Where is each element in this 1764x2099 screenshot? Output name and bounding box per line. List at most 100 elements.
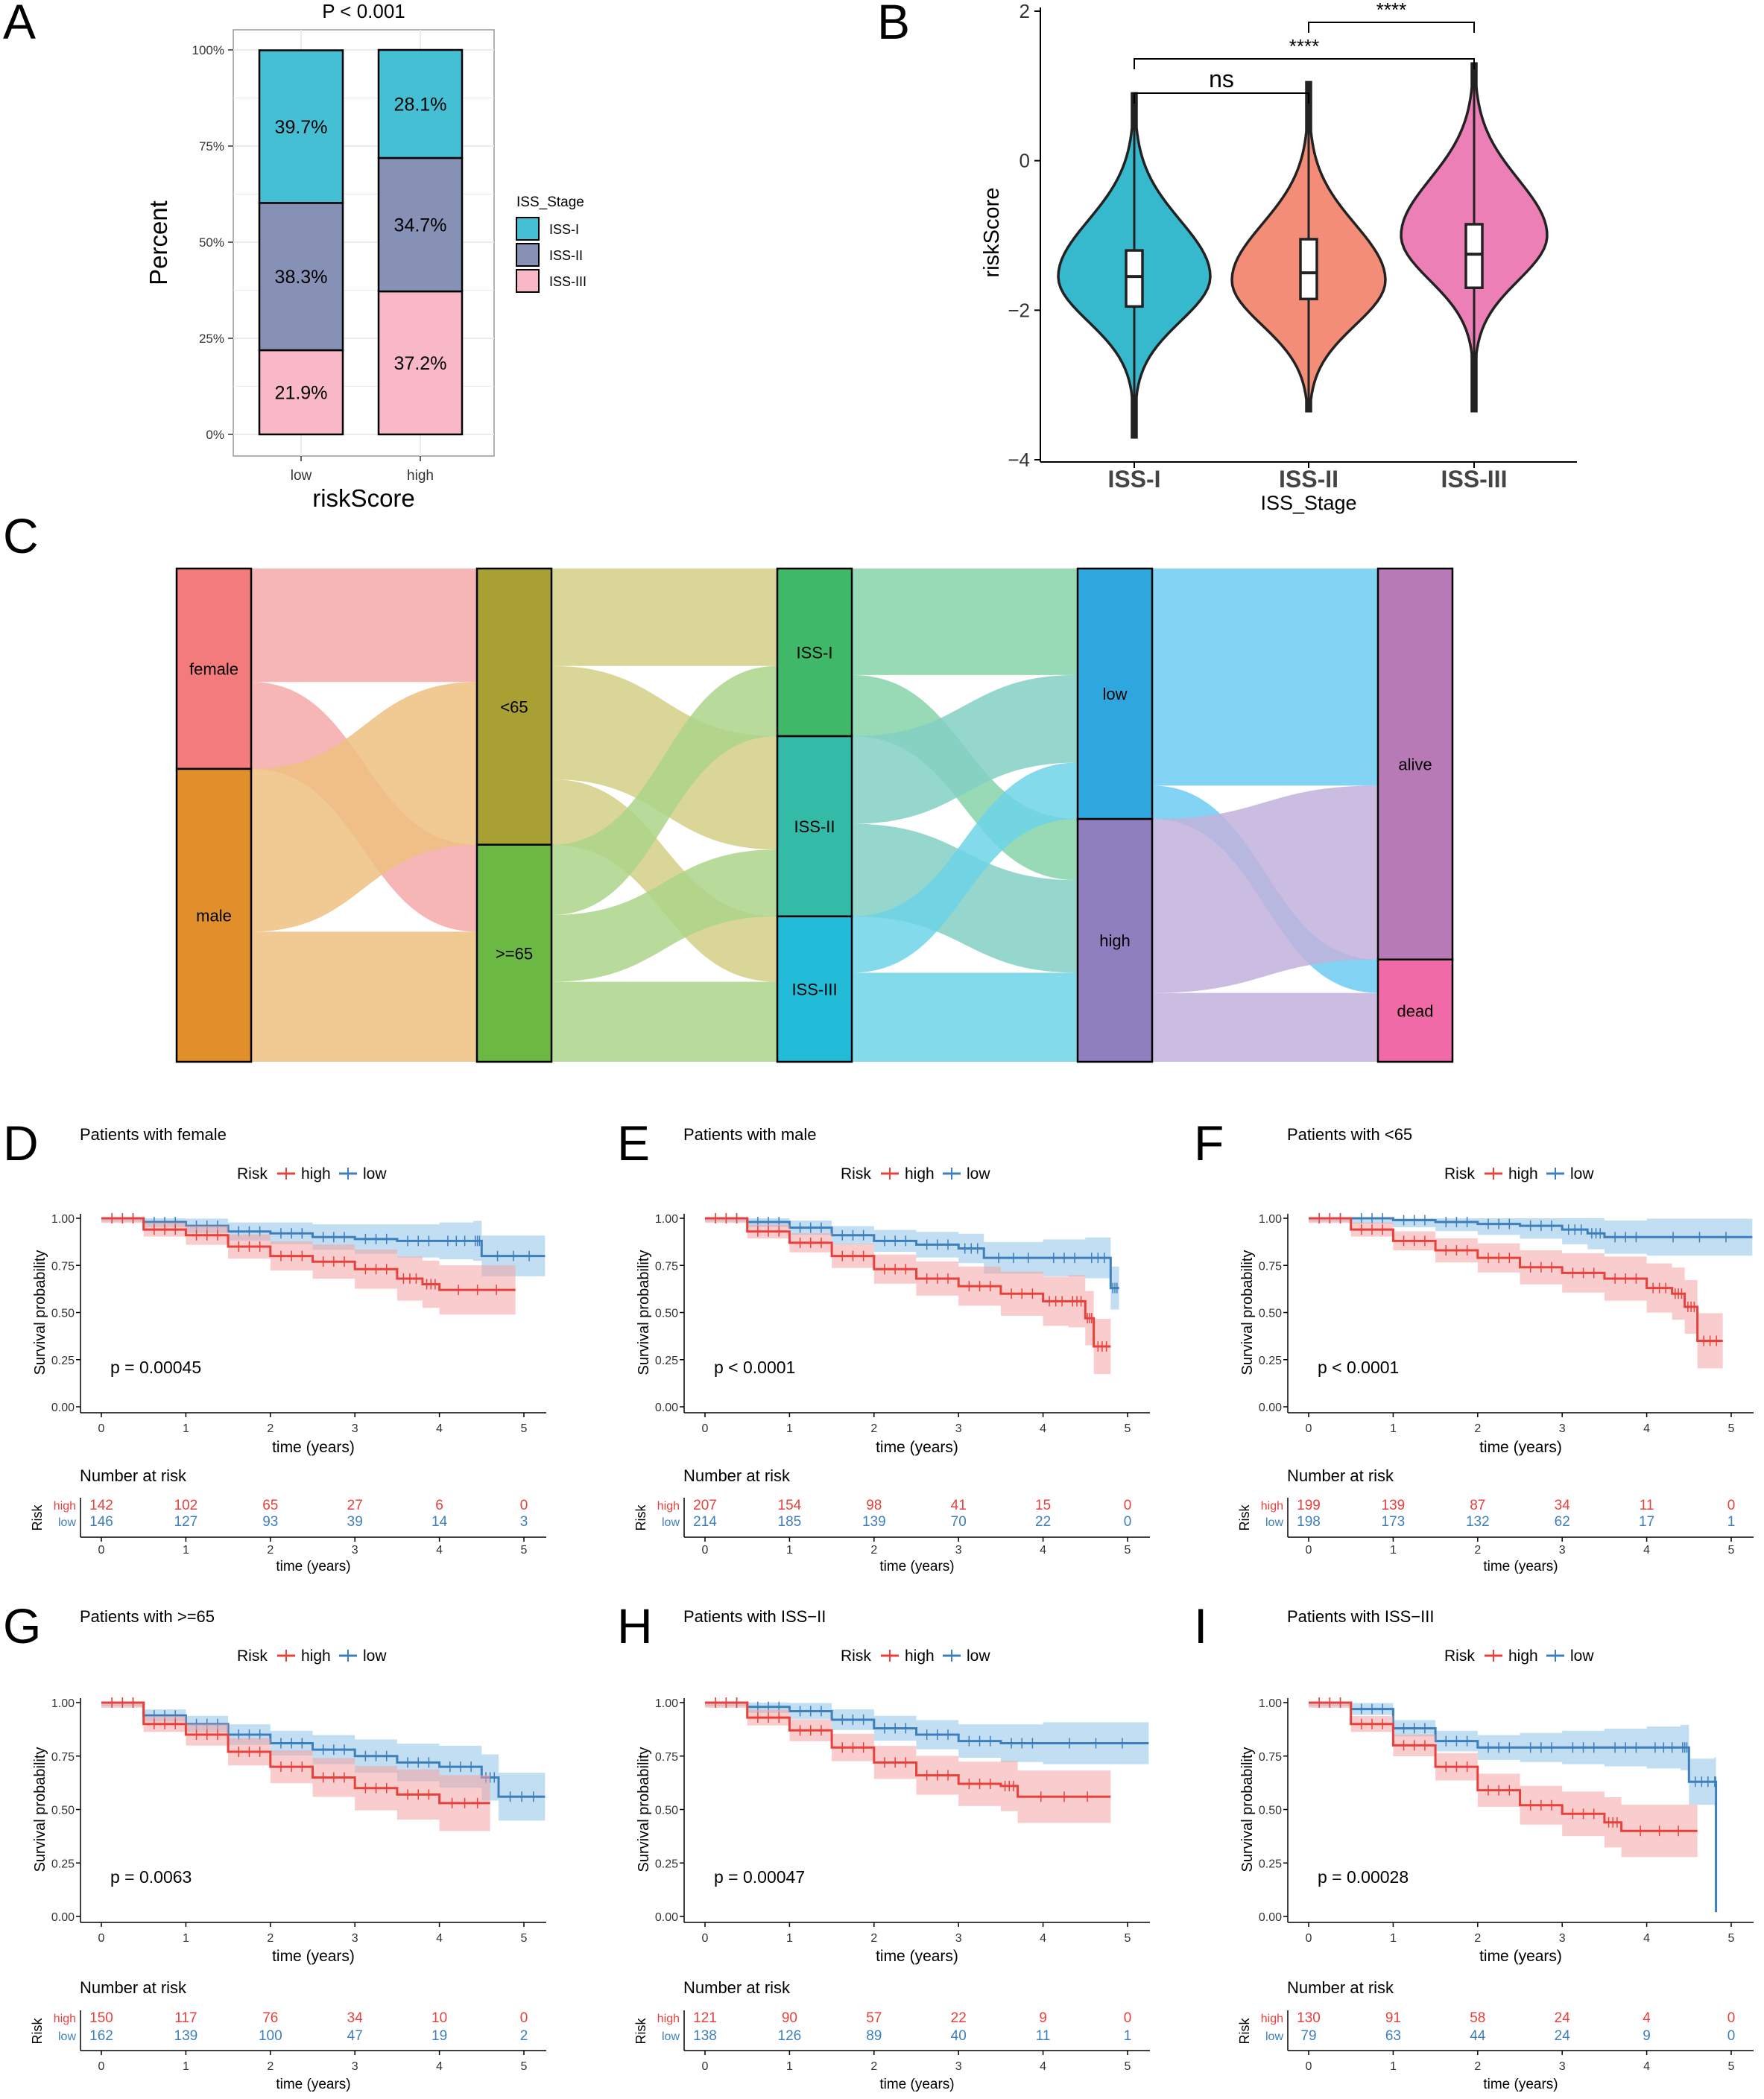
km-legend-title: Risk [841, 1165, 871, 1183]
risk-table-x-tick-label: 3 [1559, 1544, 1566, 1557]
km-y-tick-label: 1.00 [1259, 1697, 1282, 1710]
risk-table-value-high: 98 [866, 1498, 882, 1513]
risk-table-x-tick-label: 3 [352, 2060, 358, 2073]
panel-b: 20−2−4riskScoreISS-I ISS-II ISS-IIIISS_Sta… [980, 0, 1577, 514]
risk-table-y-label: Risk [633, 1504, 648, 1531]
km-x-tick-label: 2 [870, 1422, 877, 1435]
risk-table-row-label: high [657, 1500, 680, 1513]
risk-table-value-high: 121 [693, 2010, 717, 2026]
km-y-tick-label: 0.25 [1259, 1355, 1282, 1367]
sankey-node-label: low [1102, 685, 1127, 703]
sankey-flow [251, 931, 477, 1062]
risk-table-value-high: 0 [1124, 2010, 1132, 2026]
km-y-tick-label: 0.75 [1259, 1751, 1282, 1764]
panel-letter: G [3, 1598, 41, 1653]
risk-table-x-tick-label: 5 [1728, 1544, 1735, 1557]
risk-table-x-tick-label: 2 [267, 1544, 274, 1557]
km-x-tick-label: 0 [702, 1422, 709, 1435]
risk-table-x-tick-label: 3 [955, 2060, 962, 2073]
risk-table-value-low: 198 [1297, 1514, 1321, 1530]
km-x-tick-label: 4 [1643, 1422, 1650, 1435]
risk-table-y-label: Risk [1237, 1504, 1252, 1531]
km-legend-low: low [967, 1165, 990, 1183]
risk-table-value-high: 154 [778, 1498, 802, 1513]
km-legend-high: high [301, 1165, 331, 1183]
y-tick-label: 50% [199, 235, 224, 250]
risk-table-value-high: 139 [1382, 1498, 1406, 1513]
risk-table-value-high: 27 [347, 1498, 363, 1513]
risk-table-value-high: 117 [174, 2010, 197, 2026]
km-x-tick-label: 4 [1040, 1932, 1046, 1945]
risk-table-title: Number at risk [1287, 1466, 1394, 1485]
km-x-tick-label: 0 [702, 1932, 709, 1945]
risk-table-value-high: 11 [1640, 1498, 1654, 1513]
risk-table-x-axis-label: time (years) [1483, 2077, 1558, 2092]
x-axis-label: ISS_Stage [1260, 492, 1356, 514]
risk-table-value-high: 4 [1643, 2010, 1651, 2026]
km-legend-low: low [1570, 1165, 1594, 1183]
x-tick-label: ISS-III [1441, 466, 1508, 493]
km-panel: Patients with <65 Risk high low 1.00 0.75 0.50… [1237, 1125, 1754, 1574]
risk-table-value-high: 22 [951, 2010, 967, 2026]
risk-table-value-high: 0 [1124, 1498, 1132, 1513]
sankey-flow [551, 982, 777, 1062]
legend-swatch [516, 244, 539, 266]
sankey-node-label: female [189, 659, 238, 678]
sankey-node-label: ISS-I [797, 644, 833, 662]
km-y-tick-label: 0.25 [1259, 1858, 1282, 1870]
km-y-axis-label: Survival probability [32, 1250, 48, 1375]
bar-data-label: 21.9% [275, 382, 328, 403]
km-confidence-band [1309, 1703, 1698, 1862]
risk-table-x-tick-label: 0 [1306, 1544, 1312, 1557]
panel-letter: F [1194, 1115, 1224, 1171]
km-x-tick-label: 3 [955, 1932, 962, 1945]
risk-table-x-tick-label: 1 [786, 2060, 793, 2073]
km-x-tick-label: 2 [870, 1932, 877, 1945]
risk-table-x-tick-label: 4 [436, 2060, 443, 2073]
km-y-axis-label: Survival probability [636, 1747, 652, 1872]
risk-table-value-low: 9 [1643, 2028, 1651, 2044]
risk-table-title: Number at risk [1287, 1978, 1394, 1997]
risk-table-x-tick-label: 0 [702, 2060, 709, 2073]
risk-table-x-axis-label: time (years) [276, 2077, 350, 2092]
panel-letter: C [3, 508, 39, 563]
risk-table-row-label: high [54, 2013, 76, 2025]
x-tick-label: high [407, 468, 434, 484]
risk-table-value-high: 0 [1727, 2010, 1736, 2026]
km-legend-title: Risk [1444, 1165, 1475, 1183]
sankey-node-label: alive [1398, 755, 1432, 773]
risk-table-value-low: 89 [866, 2028, 882, 2044]
sankey-node-label: dead [1397, 1001, 1434, 1020]
km-legend-high: high [905, 1165, 935, 1183]
km-x-axis-label: time (years) [1479, 1439, 1562, 1456]
x-axis-label: riskScore [312, 484, 415, 512]
risk-table-value-low: 185 [778, 1514, 802, 1530]
panel-letter: H [617, 1598, 653, 1653]
risk-table-value-low: 17 [1639, 1514, 1654, 1530]
km-pvalue: p = 0.00028 [1318, 1867, 1409, 1887]
km-y-tick-label: 0.25 [655, 1355, 678, 1367]
risk-table-title: Number at risk [683, 1978, 791, 1997]
risk-table-y-label: Risk [1237, 2018, 1252, 2045]
km-legend-title: Risk [237, 1647, 268, 1665]
km-x-tick-label: 1 [1390, 1932, 1397, 1945]
y-tick-label: 0 [1019, 150, 1030, 172]
risk-table-value-low: 22 [1035, 1514, 1051, 1530]
km-y-tick-label: 0.00 [1259, 1402, 1282, 1414]
x-tick-label: ISS-II [1279, 466, 1338, 493]
risk-table-row-label: low [1265, 2030, 1283, 2043]
risk-table-value-low: 44 [1470, 2028, 1486, 2044]
km-x-tick-label: 5 [521, 1422, 528, 1435]
km-title: Patients with male [683, 1125, 817, 1144]
risk-table-x-axis-label: time (years) [1483, 1559, 1558, 1574]
risk-table-value-low: 3 [520, 1514, 528, 1530]
km-x-tick-label: 5 [1125, 1422, 1131, 1435]
legend-label: ISS-I [549, 222, 579, 237]
risk-table-value-low: 19 [431, 2028, 447, 2044]
risk-table-value-high: 0 [520, 1498, 528, 1513]
km-title: Patients with >=65 [80, 1607, 215, 1626]
km-y-tick-label: 0.50 [1259, 1308, 1282, 1320]
km-y-tick-label: 0.75 [655, 1751, 678, 1764]
risk-table-x-tick-label: 3 [352, 1544, 358, 1557]
risk-table-value-high: 199 [1297, 1498, 1321, 1513]
